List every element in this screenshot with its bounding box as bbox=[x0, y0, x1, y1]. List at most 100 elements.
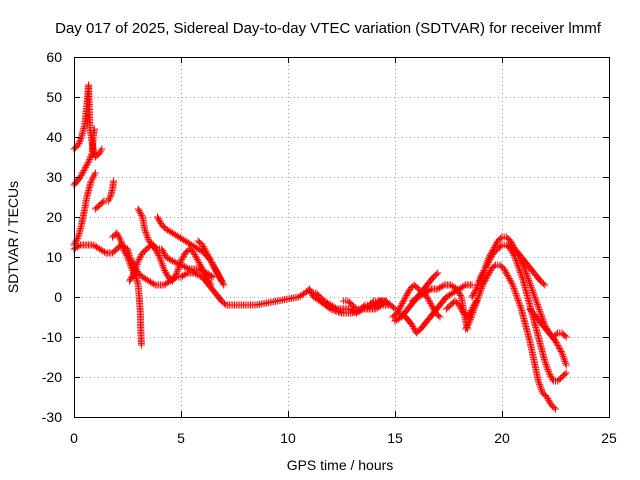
data-point bbox=[477, 275, 485, 283]
data-point bbox=[514, 262, 522, 270]
data-point bbox=[546, 398, 554, 406]
data-point bbox=[538, 312, 546, 320]
data-point bbox=[483, 273, 491, 281]
data-point bbox=[522, 268, 530, 276]
data-point bbox=[474, 293, 482, 301]
data-point bbox=[550, 404, 558, 412]
data-point bbox=[516, 267, 524, 275]
data-point bbox=[403, 290, 411, 298]
plot-frame bbox=[74, 57, 610, 418]
data-point bbox=[471, 287, 479, 295]
data-point bbox=[119, 245, 127, 253]
data-point bbox=[474, 282, 482, 290]
data-point bbox=[125, 258, 133, 266]
data-point bbox=[483, 260, 491, 268]
data-point bbox=[73, 235, 81, 243]
data-point bbox=[403, 291, 411, 299]
data-point bbox=[543, 364, 551, 372]
data-point bbox=[471, 303, 479, 311]
data-point bbox=[552, 339, 560, 346]
x-tick-label: 10 bbox=[280, 430, 296, 446]
data-point bbox=[136, 254, 144, 262]
data-point bbox=[213, 268, 221, 276]
data-point bbox=[562, 369, 570, 377]
data-point bbox=[472, 285, 480, 293]
data-point bbox=[205, 278, 213, 286]
data-point bbox=[515, 300, 523, 308]
data-point bbox=[138, 211, 146, 219]
data-point bbox=[479, 270, 487, 278]
data-point bbox=[503, 270, 511, 278]
data-point bbox=[155, 251, 163, 259]
data-point bbox=[427, 299, 435, 307]
data-point bbox=[529, 287, 537, 295]
data-point bbox=[561, 370, 569, 378]
data-point bbox=[465, 319, 473, 327]
data-point bbox=[517, 303, 525, 311]
data-point bbox=[88, 151, 96, 159]
data-point bbox=[549, 375, 557, 383]
data-point bbox=[211, 265, 219, 273]
data-point bbox=[514, 295, 522, 303]
data-point bbox=[127, 274, 135, 282]
y-tick-label: -10 bbox=[42, 329, 62, 345]
data-point bbox=[179, 254, 187, 262]
data-point bbox=[468, 281, 476, 289]
data-point bbox=[182, 270, 190, 278]
data-point bbox=[129, 271, 137, 279]
data-point bbox=[132, 264, 140, 272]
data-point bbox=[510, 284, 518, 292]
data-point bbox=[535, 306, 543, 314]
data-point bbox=[135, 255, 143, 263]
data-point bbox=[195, 271, 203, 279]
data-point bbox=[85, 157, 93, 165]
data-point bbox=[460, 282, 468, 290]
data-point bbox=[160, 250, 168, 258]
data-point bbox=[144, 234, 152, 242]
data-point bbox=[351, 304, 359, 312]
data-point bbox=[182, 263, 190, 271]
series-track-8 bbox=[134, 205, 217, 281]
data-point bbox=[78, 170, 86, 178]
data-point bbox=[537, 309, 545, 317]
data-point bbox=[216, 275, 224, 283]
data-point bbox=[195, 259, 203, 267]
data-point bbox=[485, 253, 493, 261]
data-point bbox=[481, 265, 489, 273]
data-point bbox=[535, 379, 543, 387]
data-point bbox=[204, 275, 212, 283]
data-point bbox=[462, 323, 470, 331]
data-point bbox=[134, 205, 142, 213]
data-point bbox=[126, 260, 134, 268]
data-point bbox=[516, 302, 524, 310]
data-point bbox=[464, 320, 472, 328]
data-point bbox=[536, 307, 544, 315]
data-point bbox=[434, 269, 442, 277]
x-tick-label: 25 bbox=[601, 430, 617, 446]
data-point bbox=[534, 377, 542, 385]
data-point bbox=[474, 295, 482, 303]
data-point bbox=[502, 268, 510, 276]
data-point bbox=[152, 244, 160, 252]
data-point bbox=[527, 282, 535, 290]
data-point bbox=[537, 386, 545, 394]
data-point bbox=[404, 288, 412, 296]
data-point bbox=[126, 277, 134, 285]
data-point bbox=[221, 300, 229, 308]
data-point bbox=[168, 277, 176, 285]
data-point bbox=[471, 302, 479, 310]
data-point bbox=[555, 343, 563, 351]
data-point bbox=[159, 262, 167, 270]
data-point bbox=[530, 290, 538, 298]
data-point bbox=[177, 261, 185, 269]
data-point bbox=[543, 362, 551, 370]
data-point bbox=[542, 360, 550, 368]
data-point bbox=[162, 270, 170, 278]
data-point bbox=[209, 273, 217, 281]
data-point bbox=[390, 304, 398, 312]
data-point bbox=[124, 253, 131, 261]
data-point bbox=[541, 281, 549, 289]
ticks: 0 5 10 15 20 25 -30 -20 -10 0 10 20 30 40 50 60 bbox=[42, 49, 617, 446]
data-point bbox=[184, 264, 192, 272]
